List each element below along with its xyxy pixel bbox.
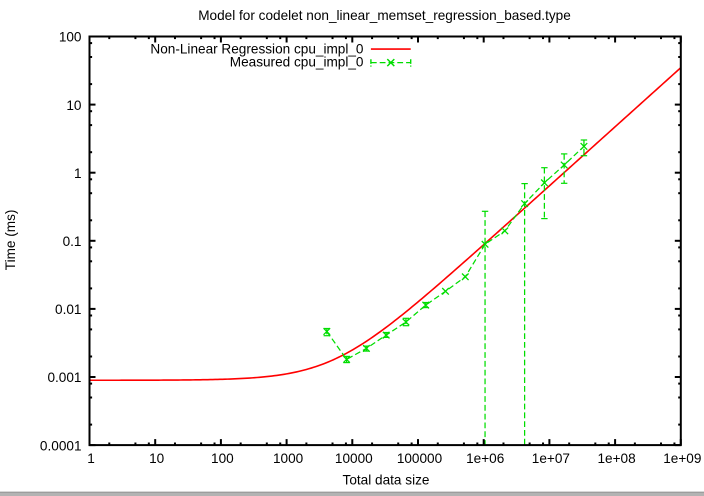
svg-text:10: 10 [149,451,165,466]
svg-text:Non-Linear Regression cpu_impl: Non-Linear Regression cpu_impl_0 [150,41,364,56]
svg-text:1e+07: 1e+07 [532,451,570,466]
svg-text:0.001: 0.001 [47,370,81,385]
svg-text:1e+08: 1e+08 [598,451,636,466]
svg-text:Time (ms): Time (ms) [3,210,18,271]
svg-text:1e+09: 1e+09 [663,451,701,466]
svg-text:1: 1 [87,451,95,466]
svg-text:0.1: 0.1 [63,234,82,249]
svg-text:Total data size: Total data size [343,472,430,487]
svg-text:1000: 1000 [273,451,304,466]
svg-text:10: 10 [66,98,82,113]
svg-text:100: 100 [59,30,82,45]
svg-text:100000: 100000 [397,451,443,466]
svg-text:100: 100 [211,451,234,466]
svg-text:1: 1 [74,166,82,181]
svg-text:10000: 10000 [335,451,373,466]
svg-text:Model for codelet non_linear_m: Model for codelet non_linear_memset_regr… [198,8,571,23]
svg-text:1e+06: 1e+06 [466,451,504,466]
svg-text:0.01: 0.01 [55,302,81,317]
svg-text:0.0001: 0.0001 [40,438,82,453]
svg-text:Measured cpu_impl_0: Measured cpu_impl_0 [230,55,364,70]
